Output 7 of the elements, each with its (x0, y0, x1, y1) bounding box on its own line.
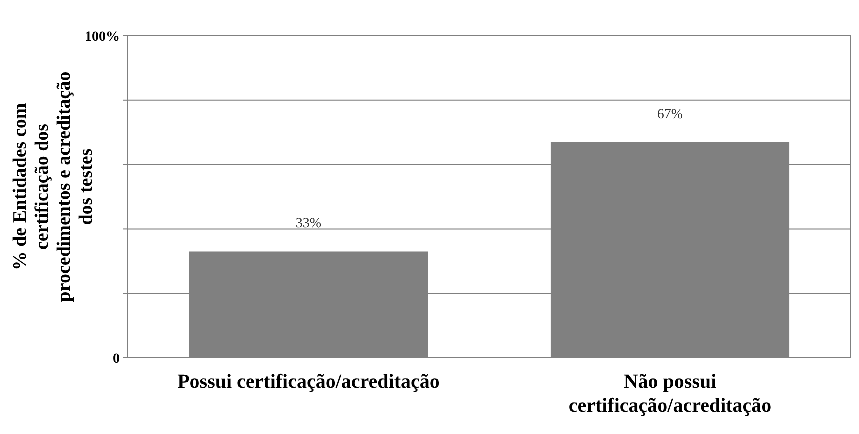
data-label: 67% (657, 107, 684, 122)
y-tick-label: 0 (113, 352, 120, 367)
y-axis-title: % de Entidades com certificação dos procedimentos e acreditação dos testes (10, 72, 97, 302)
x-tick-label: Possui certificação/acreditação (178, 371, 440, 393)
data-label: 33% (296, 216, 322, 232)
y-tick-label: 100% (85, 30, 120, 45)
x-tick-label: Não possui certificação/acreditação (568, 371, 772, 417)
